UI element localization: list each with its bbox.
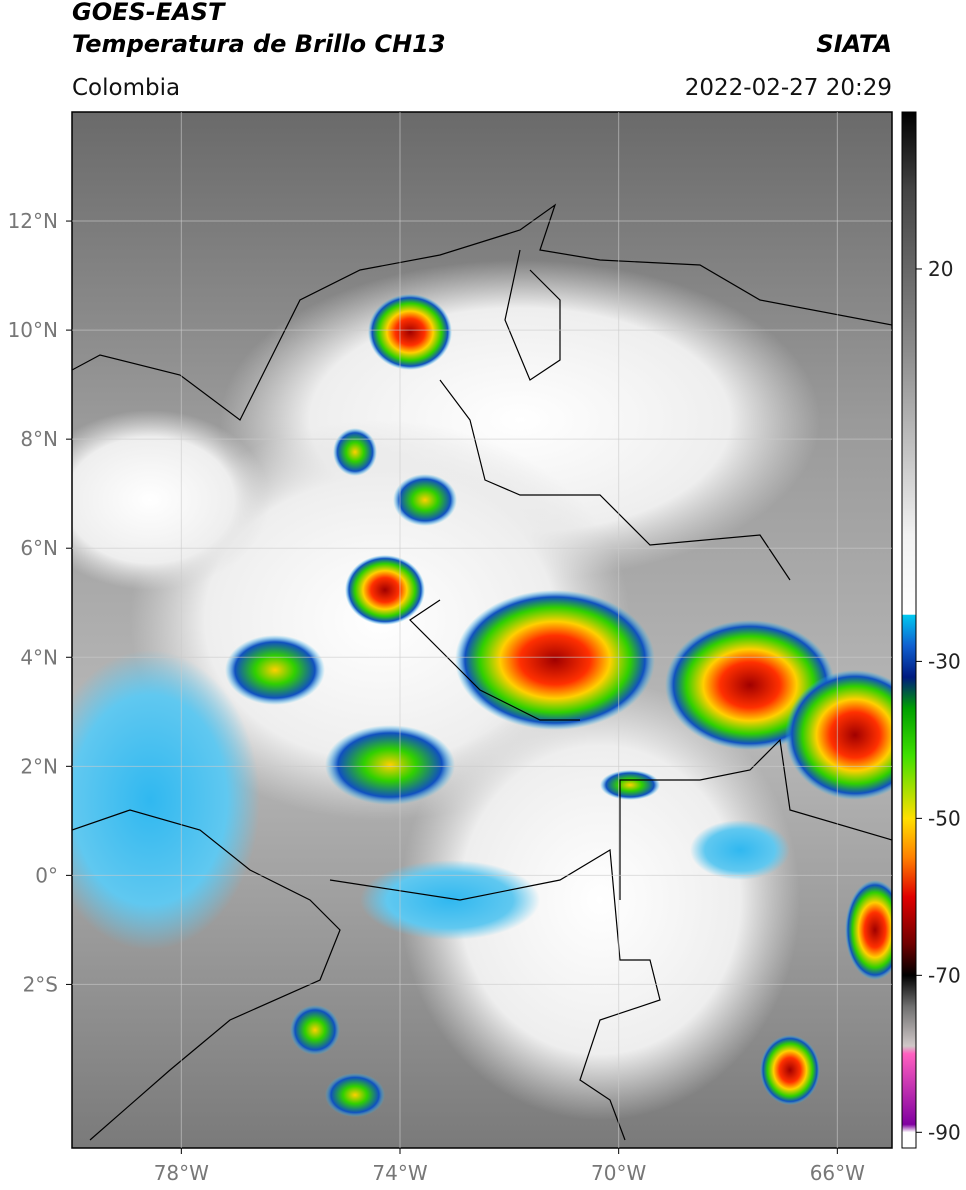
map-frame xyxy=(71,111,893,1149)
borders xyxy=(72,203,892,1141)
cloud xyxy=(360,860,540,940)
storm xyxy=(760,1035,820,1105)
storm xyxy=(393,474,457,526)
y-tick-label: 2°N xyxy=(20,754,58,778)
storm xyxy=(325,1073,385,1117)
source: SIATA xyxy=(816,30,892,58)
x-tick-label: 70°W xyxy=(591,1161,646,1185)
y-tick-label: 6°N xyxy=(20,536,58,560)
colorbar-tick-label: 20 xyxy=(928,257,953,281)
colorbar-tick-label: -70 xyxy=(928,963,961,987)
x-tick-label: 74°W xyxy=(372,1161,427,1185)
datetime: 2022-02-27 20:29 xyxy=(685,75,892,101)
storm xyxy=(333,428,377,476)
y-tick-label: 12°N xyxy=(8,209,58,233)
cloud xyxy=(72,410,270,590)
storm xyxy=(455,590,655,730)
satellite-image xyxy=(72,112,892,1148)
y-tick-label: 10°N xyxy=(8,318,58,342)
y-tick-label: 2°S xyxy=(23,972,58,996)
y-tick-label: 0° xyxy=(35,863,58,887)
colorbar-tick-label: -90 xyxy=(928,1120,961,1144)
storm xyxy=(325,725,455,805)
storm xyxy=(290,1005,340,1055)
colorbar: 20 -30 -50 -70 -90 xyxy=(901,111,961,1149)
x-tick-label: 66°W xyxy=(810,1161,865,1185)
storm xyxy=(845,880,892,980)
y-tick-label: 8°N xyxy=(20,427,58,451)
colorbar-tick-label: -50 xyxy=(928,806,961,830)
storm xyxy=(600,770,660,800)
colorbar-scale xyxy=(901,111,917,1149)
cloud xyxy=(690,820,790,880)
title: GOES-EAST xyxy=(72,0,226,26)
colorbar-tick-label: -30 xyxy=(928,649,961,673)
y-tick-label: 4°N xyxy=(20,645,58,669)
storm xyxy=(785,670,892,800)
subtitle: Temperatura de Brillo CH13 xyxy=(72,30,446,58)
storm xyxy=(368,294,452,370)
x-tick-label: 78°W xyxy=(154,1161,209,1185)
storm xyxy=(345,555,425,625)
cloud xyxy=(400,680,800,1120)
storm xyxy=(225,635,325,705)
cloud xyxy=(72,650,260,950)
region: Colombia xyxy=(72,75,180,101)
